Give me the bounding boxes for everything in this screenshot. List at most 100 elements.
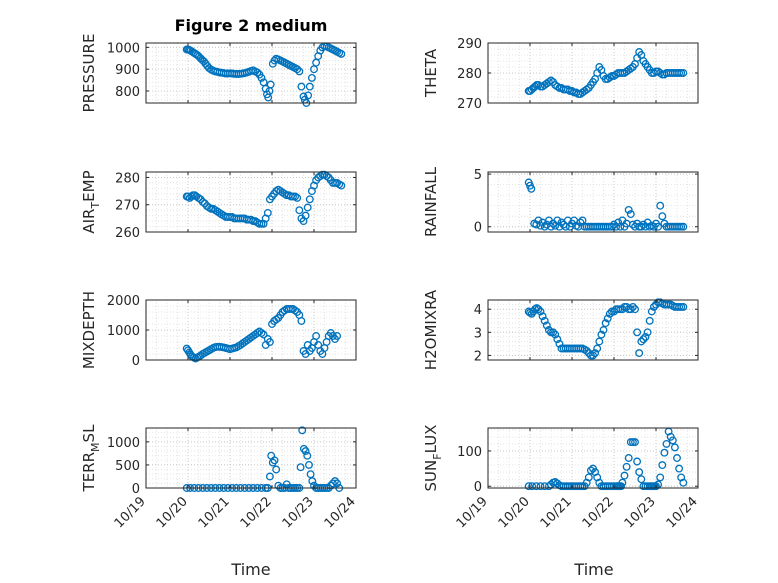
data-point [633, 328, 642, 337]
data-point [265, 472, 274, 481]
subplot-7: 0 500 1000 10/19 10/20 10/21 10/22 10/23 10/24 TE… [80, 424, 359, 531]
data-point [660, 448, 669, 457]
data-point [595, 337, 604, 346]
subplot-2: 270 280 290 THETA [422, 37, 699, 112]
data-point [272, 465, 281, 474]
data-point [259, 330, 268, 339]
y-tick-label: 5 [474, 168, 482, 183]
data-series [524, 427, 688, 491]
y-tick-label: 0 [474, 480, 482, 495]
data-point [662, 439, 671, 448]
data-point [620, 471, 629, 480]
x-tick-label: 10/19 [112, 494, 149, 531]
data-point [614, 218, 623, 227]
data-point [568, 87, 576, 95]
data-point [307, 73, 316, 82]
data-point [605, 73, 614, 82]
data-point [266, 80, 275, 89]
subplot-1: 800 900 1000 PRESSURE [80, 34, 357, 113]
data-point [626, 64, 635, 73]
data-point [257, 73, 266, 82]
y-axis-label: H2OMIXRA [422, 289, 440, 370]
x-tick-label: 10/24 [664, 494, 701, 531]
data-point [253, 68, 262, 77]
y-axis-label: THETA [422, 48, 440, 98]
data-point [331, 477, 339, 486]
data-point [549, 328, 558, 337]
grid [488, 300, 698, 360]
y-axis-label: SUNFLUX [422, 425, 444, 492]
data-point [328, 479, 337, 488]
data-point [612, 222, 621, 231]
data-point [679, 478, 688, 487]
data-point [628, 302, 637, 311]
data-point [553, 335, 562, 344]
data-point [626, 210, 635, 219]
grid [488, 428, 698, 488]
data-point [641, 332, 650, 341]
y-axis-label: TERRMSL [80, 424, 102, 493]
data-point [624, 205, 633, 214]
data-point [333, 332, 342, 340]
data-point [295, 206, 304, 215]
data-point [263, 208, 272, 217]
data-point [637, 337, 646, 346]
data-point [305, 460, 313, 469]
data-point [555, 339, 564, 348]
y-tick-label: 1000 [107, 41, 140, 56]
axes-box [487, 299, 699, 361]
data-point [303, 451, 312, 460]
data-point [306, 470, 315, 479]
data-point [261, 84, 270, 93]
data-point [679, 222, 688, 231]
y-tick-label: 270 [115, 199, 140, 214]
data-point [637, 475, 646, 484]
data-point [591, 349, 600, 358]
y-axis-label: PRESSURE [80, 34, 98, 113]
data-point [656, 201, 665, 210]
data-point [635, 468, 644, 477]
y-tick-label: 280 [457, 67, 482, 82]
x-tick-label: 10/19 [454, 494, 491, 531]
data-point [679, 302, 688, 311]
figure-title: Figure 2 medium [175, 16, 328, 35]
data-point [639, 335, 648, 344]
data-point [542, 321, 551, 330]
y-axis-label: RAINFALL [422, 166, 440, 237]
data-point [679, 69, 688, 77]
data-point [551, 330, 560, 339]
data-point [654, 222, 663, 231]
data-point [601, 319, 610, 328]
x-tick-label: 10/22 [238, 494, 275, 531]
data-point [586, 466, 595, 475]
axes-box [145, 427, 357, 489]
y-tick-label: 280 [115, 171, 140, 186]
data-point [297, 317, 306, 325]
data-point [337, 181, 346, 190]
data-point [593, 344, 602, 353]
data-point [582, 85, 591, 94]
y-tick-label: 0 [132, 354, 140, 369]
data-point [547, 76, 555, 85]
data-point [544, 326, 553, 334]
data-point [563, 85, 572, 94]
data-series [524, 178, 688, 231]
y-axis-label: MIXDEPTH [80, 291, 98, 369]
y-tick-label: 100 [457, 445, 482, 460]
data-point [301, 211, 310, 220]
data-point [308, 477, 317, 486]
data-point [605, 309, 614, 318]
data-point [536, 482, 545, 491]
data-series [524, 48, 688, 98]
y-tick-label: 800 [115, 85, 140, 100]
data-point [528, 482, 537, 491]
y-tick-label: 0 [474, 221, 482, 236]
axes-box [487, 427, 699, 489]
x-tick-label: 10/21 [538, 494, 575, 531]
data-point [635, 349, 644, 358]
x-tick-label: 10/24 [322, 494, 359, 531]
x-tick-label: 10/22 [580, 494, 617, 531]
data-point [305, 82, 314, 91]
y-tick-label: 290 [457, 37, 482, 52]
